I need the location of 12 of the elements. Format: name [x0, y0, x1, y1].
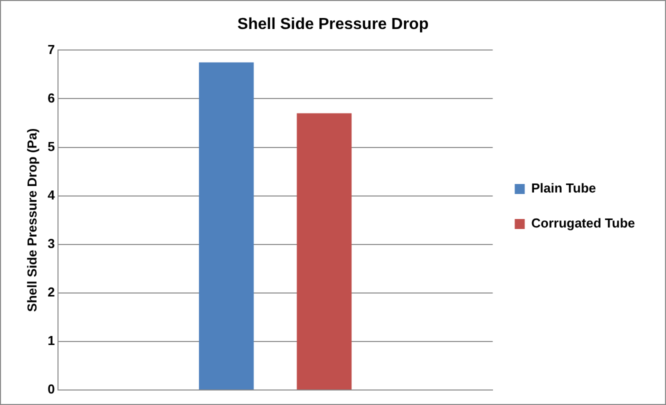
- y-axis-title: Shell Side Pressure Drop (Pa): [24, 128, 40, 312]
- y-tick-label: 7: [48, 42, 55, 57]
- y-tick-label: 5: [48, 138, 55, 154]
- chart-title: Shell Side Pressure Drop: [237, 16, 429, 34]
- y-tick-label: 0: [48, 382, 55, 397]
- y-tick-label: 6: [48, 90, 55, 106]
- y-tick-label: 2: [48, 284, 55, 300]
- legend-label: Corrugated Tube: [531, 216, 636, 231]
- y-tick-label: 4: [48, 187, 56, 202]
- y-tick-label: 1: [48, 333, 55, 348]
- y-tick-label: 3: [48, 236, 55, 251]
- legend-label: Plain Tube: [531, 180, 596, 196]
